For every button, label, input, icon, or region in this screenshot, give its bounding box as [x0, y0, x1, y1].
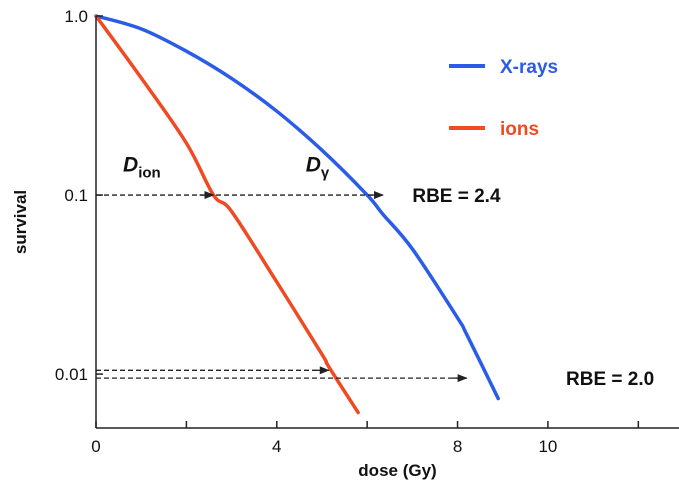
- series-line-ions: [94, 14, 360, 415]
- y-ticks: 1.0 0.1 0.01: [55, 7, 103, 384]
- legend-label-ions: ions: [500, 119, 539, 140]
- series-group: [94, 14, 500, 415]
- series-line-x-rays: [94, 14, 500, 401]
- d-gamma-label: Dγ: [306, 154, 330, 182]
- x-tick-label: 8: [453, 437, 462, 456]
- d-ion-base: D: [123, 154, 138, 177]
- rbe-annotation-high: RBE = 2.4: [412, 186, 501, 207]
- y-tick-label: 0.1: [64, 186, 88, 205]
- d-ion-subscript: ion: [138, 165, 161, 182]
- x-tick-label: 4: [272, 437, 281, 456]
- d-ion-label: Dion: [123, 154, 161, 182]
- x-tick-label: 10: [538, 437, 557, 456]
- d-gamma-base: D: [306, 154, 321, 177]
- legend: X-rays ions: [449, 57, 558, 140]
- x-ticks: 0 4 8 10: [91, 421, 640, 456]
- y-tick-label: 0.01: [55, 365, 88, 384]
- legend-label-x-rays: X-rays: [500, 57, 558, 78]
- y-tick-label: 1.0: [64, 7, 88, 26]
- rbe-annotation-low: RBE = 2.0: [566, 369, 654, 390]
- d-gamma-subscript: γ: [321, 165, 330, 182]
- reference-lines: [96, 191, 468, 383]
- y-axis-title: survival: [11, 190, 30, 254]
- x-axis-title: dose (Gy): [358, 461, 436, 480]
- x-tick-label: 0: [91, 437, 100, 456]
